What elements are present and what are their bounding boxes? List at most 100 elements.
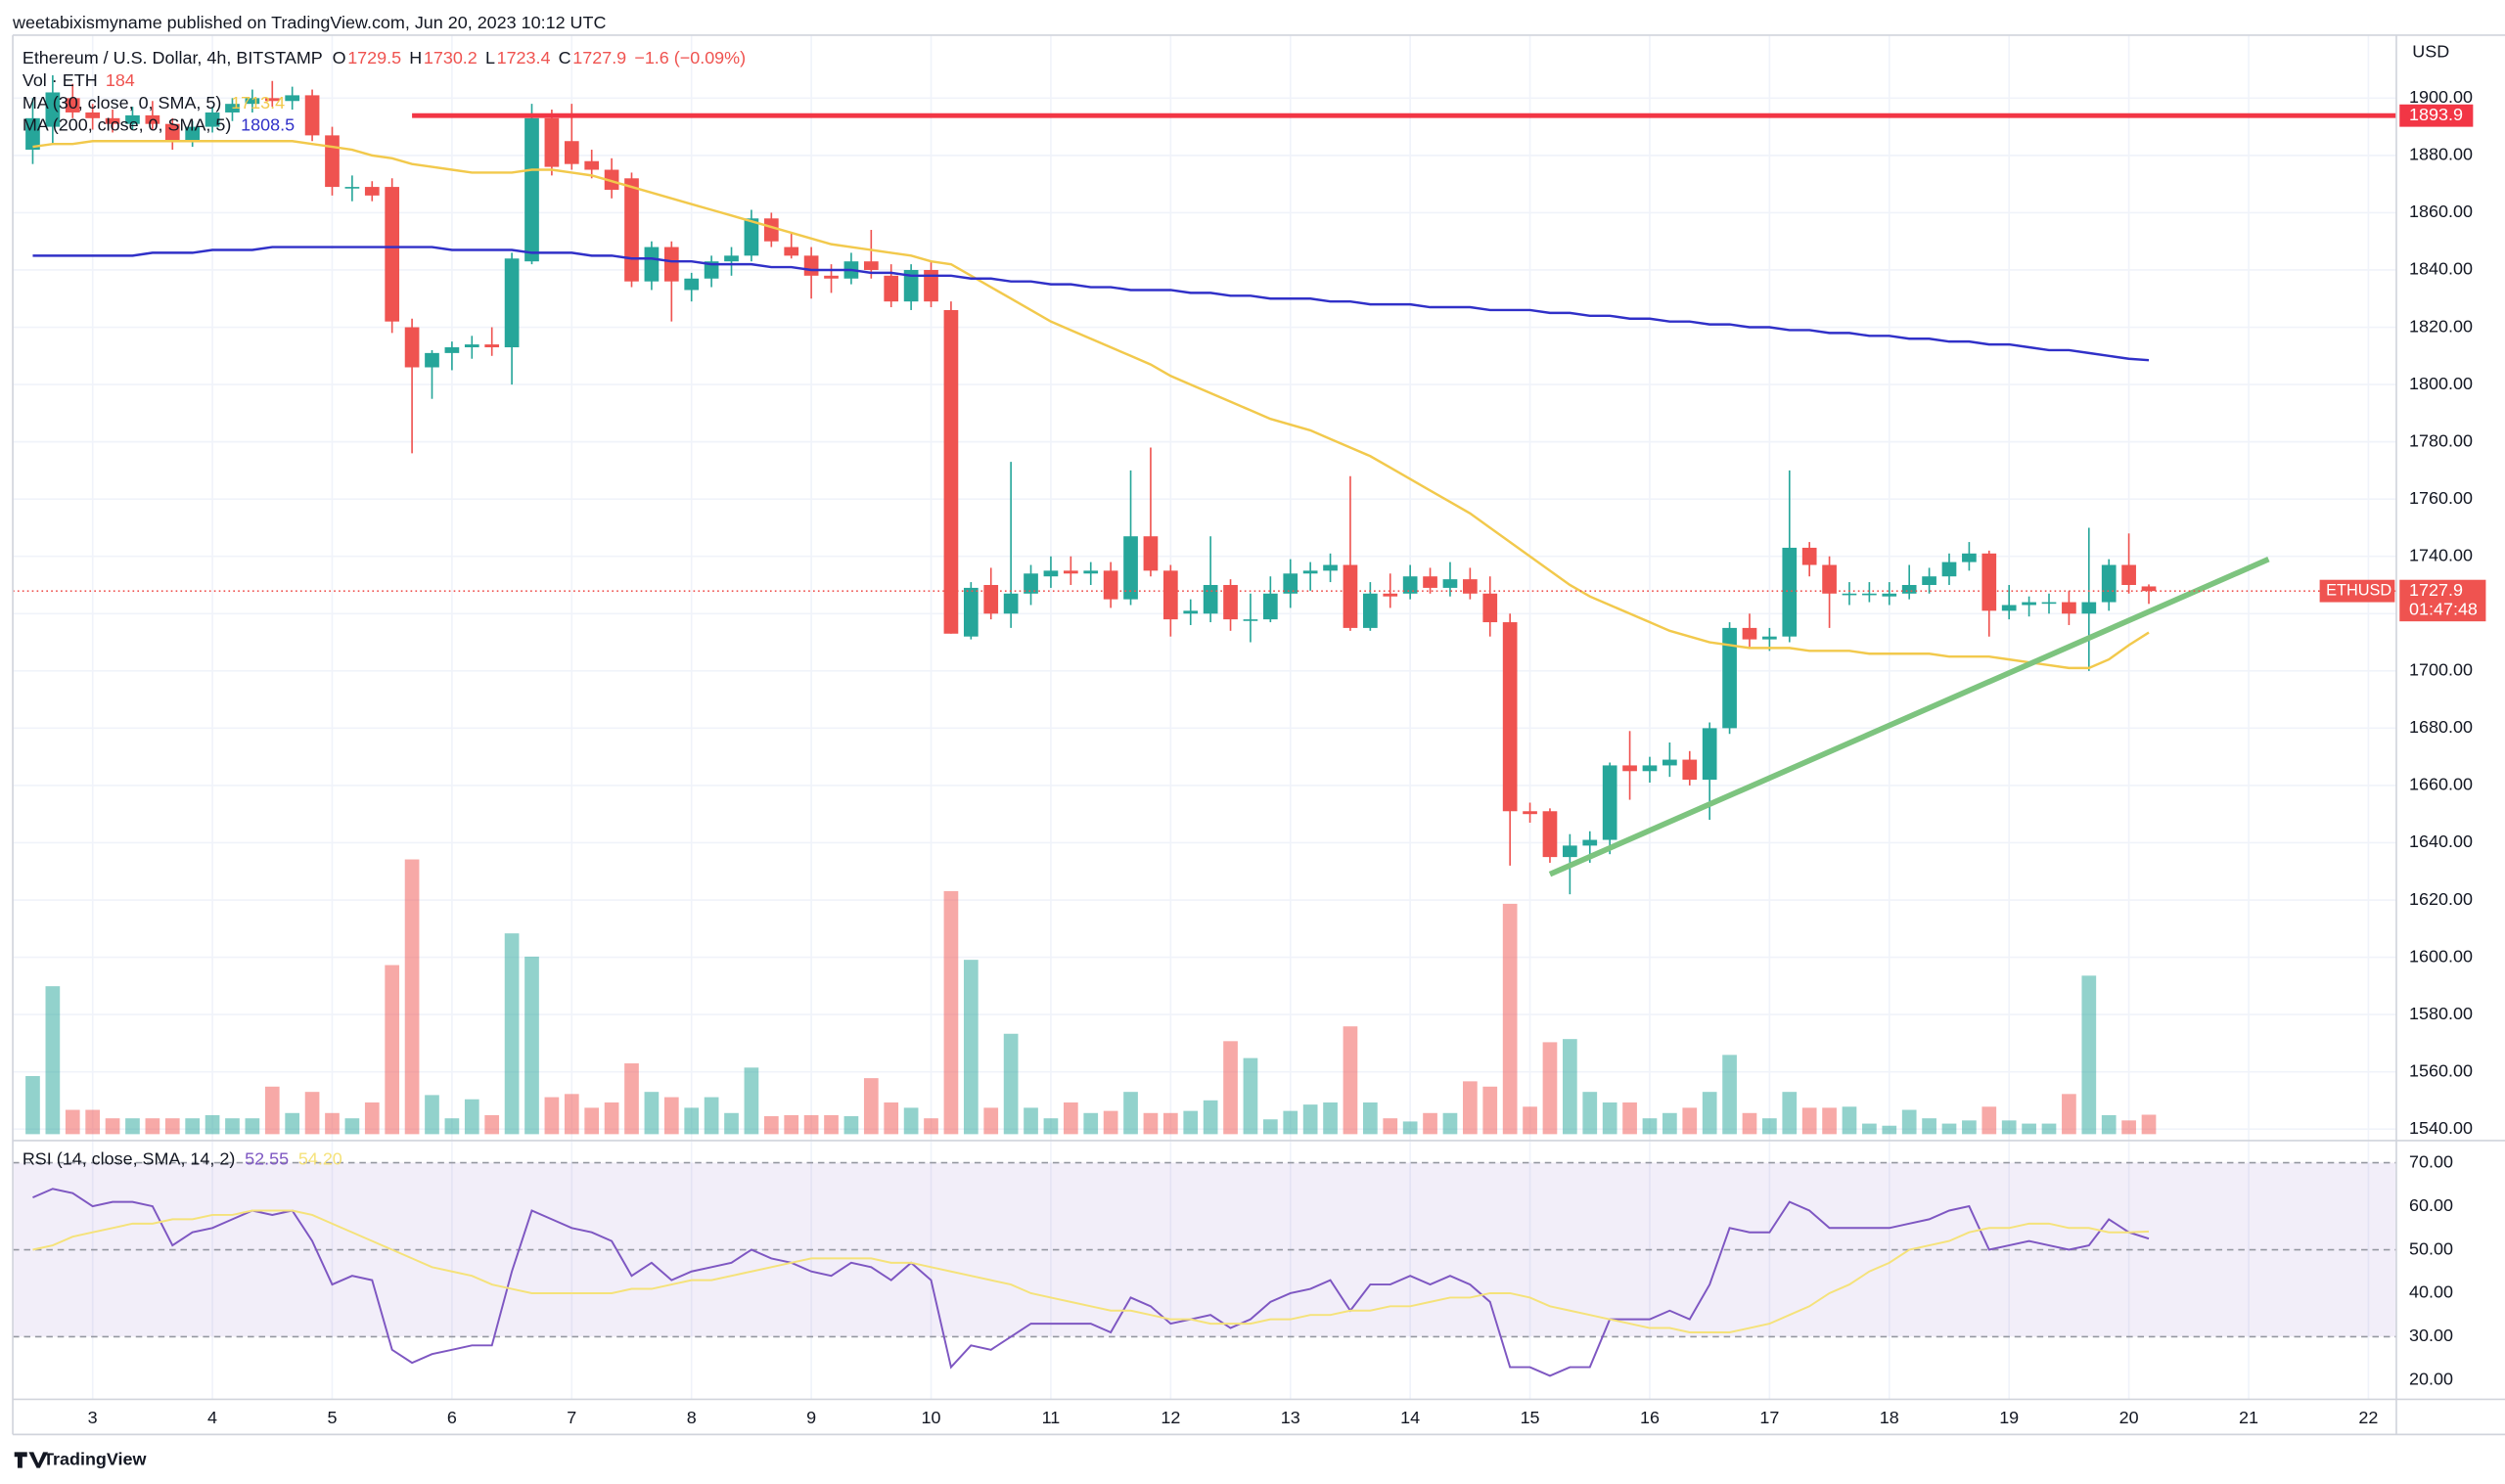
volume-bar <box>404 859 420 1135</box>
volume-bar <box>1323 1102 1338 1135</box>
candle-body <box>803 255 819 276</box>
x-tick-label: 3 <box>88 1408 98 1427</box>
rsi-line <box>32 1188 2150 1377</box>
volume-bar <box>2022 1123 2036 1135</box>
candle-body <box>1262 593 1278 620</box>
published-note: weetabixismyname published on TradingVie… <box>12 13 606 32</box>
rsi-legend-value: 52.55 <box>245 1148 289 1168</box>
volume-bar <box>1862 1123 1877 1135</box>
trend-line <box>1548 557 2270 877</box>
legend: Ethereum / U.S. Dollar, 4h, BITSTAMP O 172… <box>23 48 746 1168</box>
volume-bar <box>604 1102 619 1135</box>
volume-bar <box>884 1102 899 1135</box>
y-tick-label: 1760.00 <box>2409 488 2473 508</box>
volume-bar <box>145 1118 160 1135</box>
volume-bar <box>843 1116 859 1135</box>
volume-bar <box>663 1097 679 1135</box>
candle-body <box>1482 593 1498 623</box>
candle-body <box>1143 536 1159 571</box>
volume-bar <box>264 1086 280 1135</box>
volume-bar <box>325 1112 340 1135</box>
candle-body <box>65 98 80 112</box>
volume-bar <box>1801 1107 1817 1135</box>
legend-volume-value: 184 <box>106 70 135 90</box>
y-tick-label: 30.00 <box>2409 1326 2453 1345</box>
candle-body <box>884 275 899 302</box>
candle-body <box>264 98 280 102</box>
candle-body <box>1981 553 1997 611</box>
candle-body <box>863 261 879 270</box>
legend-ma-value: 1713.4 <box>231 93 285 112</box>
volume-bar <box>824 1114 839 1135</box>
candle-body <box>1343 564 1358 628</box>
volume-bar <box>285 1112 300 1135</box>
volume-bar <box>1363 1102 1378 1135</box>
volume-bar <box>1103 1110 1118 1135</box>
candle-body <box>484 344 500 348</box>
axes: 1540.001560.001580.001600.001620.001640.… <box>88 87 2486 1427</box>
legend-ohlc-value: 1729.5 <box>347 48 401 67</box>
candle-body <box>2062 602 2076 614</box>
volume-bar <box>2101 1114 2117 1135</box>
volume-bar <box>564 1094 579 1135</box>
candle-body <box>1283 573 1298 594</box>
candle-body <box>1003 593 1019 614</box>
candle-body <box>1762 636 1777 640</box>
candle-body <box>364 187 380 196</box>
volume-bar <box>1962 1120 1977 1135</box>
candle-body <box>1682 759 1698 781</box>
volume-bar <box>2041 1123 2057 1135</box>
candle-body <box>464 344 479 348</box>
x-tick-label: 21 <box>2239 1408 2258 1427</box>
y-tick-label: 1840.00 <box>2409 259 2473 279</box>
candle-body <box>684 278 700 291</box>
y-tick-label: 1560.00 <box>2409 1060 2473 1080</box>
volume-bar <box>1162 1112 1178 1135</box>
candle-body <box>1702 728 1717 781</box>
volume-bar <box>344 1118 360 1135</box>
x-tick-label: 16 <box>1640 1408 1660 1427</box>
volume-bar <box>1343 1026 1358 1135</box>
volume-bar <box>1423 1112 1437 1135</box>
candle-body <box>245 98 260 105</box>
volume-bar <box>504 933 520 1135</box>
candle-body <box>85 112 101 118</box>
candle-body <box>425 352 439 368</box>
y-tick-label: 1860.00 <box>2409 202 2473 221</box>
volume-bar <box>1563 1039 1577 1135</box>
candle-body <box>344 187 360 189</box>
candle-body <box>564 141 579 164</box>
candle-body <box>1962 553 1977 562</box>
y-tick-label: 70.00 <box>2409 1151 2453 1171</box>
volume-bar <box>1383 1118 1398 1135</box>
candle-body <box>325 135 340 188</box>
candle-body <box>624 178 639 282</box>
y-tick-label: 1780.00 <box>2409 430 2473 450</box>
legend-ohlc-key: L <box>485 48 495 67</box>
candle-body <box>1162 570 1178 620</box>
candle-body <box>824 275 839 279</box>
candle-body <box>225 104 240 112</box>
legend-ohlc-value: 1723.4 <box>497 48 551 67</box>
volume-bar <box>1203 1100 1218 1135</box>
candle-body <box>943 309 959 634</box>
volume-bar <box>924 1118 938 1135</box>
volume-bar <box>464 1099 479 1135</box>
volume-bar <box>1003 1033 1019 1135</box>
candle-body <box>1043 570 1059 577</box>
volume-bar <box>724 1112 739 1135</box>
candle-body <box>444 347 460 353</box>
rsi-line <box>32 1209 2150 1333</box>
footer-brand: TradingView <box>43 1449 146 1468</box>
x-tick-label: 12 <box>1161 1408 1180 1427</box>
volume-bar <box>1782 1092 1798 1135</box>
candle-body <box>1801 547 1817 565</box>
candle-body <box>285 95 300 102</box>
candle-body <box>1183 610 1199 614</box>
candle-body <box>1602 765 1617 840</box>
last-price-label: 1727.9 <box>2409 580 2463 600</box>
volume-bar <box>205 1114 220 1135</box>
candle-body <box>1442 579 1458 588</box>
